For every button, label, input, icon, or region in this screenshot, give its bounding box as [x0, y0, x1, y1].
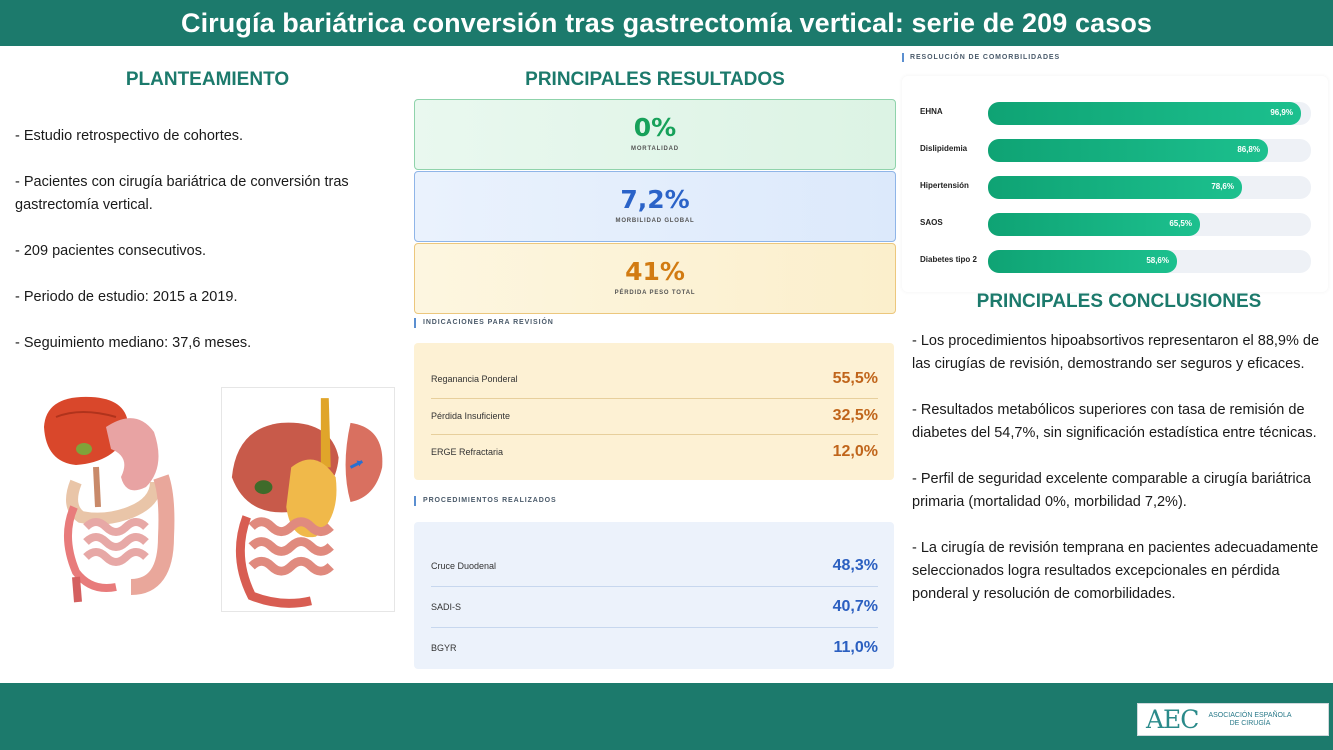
- procedimiento-row: Cruce Duodenal 48,3%: [431, 548, 878, 584]
- conclusion-item: - La cirugía de revisión temprana en pac…: [912, 540, 1319, 602]
- footer-bar: [0, 683, 1333, 750]
- chart-bar: 86,8%: [988, 139, 1268, 162]
- chart-bar-row: EHNA 96,9%: [902, 102, 1328, 125]
- chart-bar: 78,6%: [988, 176, 1242, 199]
- conclusiones-heading: PRINCIPALES CONCLUSIONES: [976, 291, 1262, 312]
- comorbilidades-chart: EHNA 96,9% Dislipidemia 86,8% Hipertensión 78…: [902, 76, 1328, 292]
- procedimiento-value: 11,0%: [833, 639, 878, 656]
- metric-card-mortalidad: 0% MORTALIDAD: [414, 99, 896, 170]
- indicacion-row: Pérdida Insuficiente 32,5%: [431, 398, 878, 434]
- logo-line: DE CIRUGÍA: [1229, 719, 1271, 727]
- metric-card-morbilidad: 7,2% MORBILIDAD GLOBAL: [414, 171, 896, 242]
- indicacion-value: 12,0%: [832, 443, 878, 460]
- indicacion-label: Pérdida Insuficiente: [431, 411, 511, 421]
- chart-value-label: 58,6%: [1146, 256, 1169, 265]
- stomach-surgery-illustration: [221, 387, 395, 612]
- indicacion-value: 32,5%: [832, 407, 878, 424]
- indicaciones-panel: Reganancia Ponderal 55,5% Pérdida Insufi…: [414, 343, 894, 480]
- conclusion-item: - Los procedimientos hipoabsortivos repr…: [912, 333, 1320, 372]
- procedimiento-label: BGYR: [431, 643, 457, 653]
- procedimiento-label: Cruce Duodenal: [431, 561, 497, 571]
- procedimiento-row: BGYR 11,0%: [431, 630, 878, 666]
- comorbilidades-heading: RESOLUCIÓN DE COMORBILIDADES: [902, 53, 1060, 62]
- chart-category-label: Diabetes tipo 2: [920, 255, 977, 264]
- metric-value: 41%: [625, 257, 685, 286]
- metric-value: 7,2%: [620, 185, 690, 214]
- chart-bar-track: 65,5%: [988, 213, 1311, 236]
- metric-label: MORBILIDAD GLOBAL: [615, 218, 695, 224]
- indicacion-label: Reganancia Ponderal: [431, 374, 518, 384]
- chart-bar: 65,5%: [988, 213, 1200, 236]
- planteamiento-heading: PLANTEAMIENTO: [125, 69, 290, 90]
- chart-value-label: 86,8%: [1237, 145, 1260, 154]
- metric-value: 0%: [633, 113, 677, 142]
- logo-mark: AEC: [1146, 705, 1199, 734]
- metric-label: MORTALIDAD: [631, 146, 679, 152]
- chart-bar: 58,6%: [988, 250, 1177, 273]
- metric-label: PÉRDIDA PESO TOTAL: [614, 290, 696, 296]
- procedimiento-value: 48,3%: [832, 557, 878, 574]
- chart-bar-row: Diabetes tipo 2 58,6%: [902, 250, 1328, 273]
- chart-bar: 96,9%: [988, 102, 1301, 125]
- procedimiento-value: 40,7%: [832, 598, 878, 615]
- planteamiento-item: - Pacientes con cirugía bariátrica de co…: [15, 174, 349, 213]
- page-title: Cirugía bariátrica conversión tras gastr…: [180, 7, 1153, 38]
- chart-bar-row: Hipertensión 78,6%: [902, 176, 1328, 199]
- chart-value-label: 78,6%: [1211, 182, 1234, 191]
- metric-card-perdida-peso: 41% PÉRDIDA PESO TOTAL: [414, 243, 896, 314]
- chart-category-label: SAOS: [920, 218, 943, 227]
- chart-value-label: 96,9%: [1270, 108, 1293, 117]
- conclusion-item: - Perfil de seguridad excelente comparab…: [912, 471, 1311, 510]
- resultados-heading: PRINCIPALES RESULTADOS: [525, 69, 785, 90]
- procedimientos-panel: Cruce Duodenal 48,3% SADI-S 40,7% BGYR 1…: [414, 522, 894, 669]
- chart-bar-row: SAOS 65,5%: [902, 213, 1328, 236]
- conclusiones-list: - Los procedimientos hipoabsortivos repr…: [912, 330, 1326, 629]
- title-banner: Cirugía bariátrica conversión tras gastr…: [0, 0, 1333, 46]
- chart-bar-row: Dislipidemia 86,8%: [902, 139, 1328, 162]
- indicaciones-heading: INDICACIONES PARA REVISIÓN: [414, 318, 554, 328]
- planteamiento-item: - Seguimiento mediano: 37,6 meses.: [15, 335, 252, 351]
- procedimiento-label: SADI-S: [431, 602, 462, 612]
- chart-bar-track: 96,9%: [988, 102, 1311, 125]
- procedimiento-row: SADI-S 40,7%: [431, 589, 878, 625]
- indicacion-value: 55,5%: [832, 370, 878, 387]
- chart-value-label: 65,5%: [1169, 219, 1192, 228]
- planteamiento-item: - Estudio retrospectivo de cohortes.: [15, 128, 244, 144]
- digestive-anatomy-illustration: [44, 396, 175, 603]
- indicacion-row: ERGE Refractaria 12,0%: [431, 434, 878, 470]
- chart-category-label: Hipertensión: [920, 181, 969, 190]
- logo-line: ASOCIACIÓN ESPAÑOLA: [1208, 711, 1292, 719]
- chart-bar-track: 58,6%: [988, 250, 1311, 273]
- planteamiento-item: - 209 pacientes consecutivos.: [15, 243, 207, 259]
- chart-bar-track: 78,6%: [988, 176, 1311, 199]
- row-divider: [431, 586, 878, 587]
- indicacion-label: ERGE Refractaria: [431, 447, 504, 457]
- aec-logo: AEC ASOCIACIÓN ESPAÑOLA DE CIRUGÍA: [1137, 703, 1329, 736]
- row-divider: [431, 627, 878, 628]
- logo-text: ASOCIACIÓN ESPAÑOLA DE CIRUGÍA: [1208, 712, 1291, 728]
- row-divider: [431, 398, 878, 399]
- indicacion-row: Reganancia Ponderal 55,5%: [431, 361, 878, 397]
- chart-bar-track: 86,8%: [988, 139, 1311, 162]
- planteamiento-item: - Periodo de estudio: 2015 a 2019.: [15, 289, 238, 305]
- row-divider: [431, 434, 878, 435]
- chart-category-label: Dislipidemia: [920, 144, 968, 153]
- chart-category-label: EHNA: [920, 107, 943, 116]
- planteamiento-list: - Estudio retrospectivo de cohortes. - P…: [15, 125, 385, 378]
- conclusion-item: - Resultados metabólicos superiores con …: [912, 402, 1317, 441]
- procedimientos-heading: PROCEDIMIENTOS REALIZADOS: [414, 496, 557, 506]
